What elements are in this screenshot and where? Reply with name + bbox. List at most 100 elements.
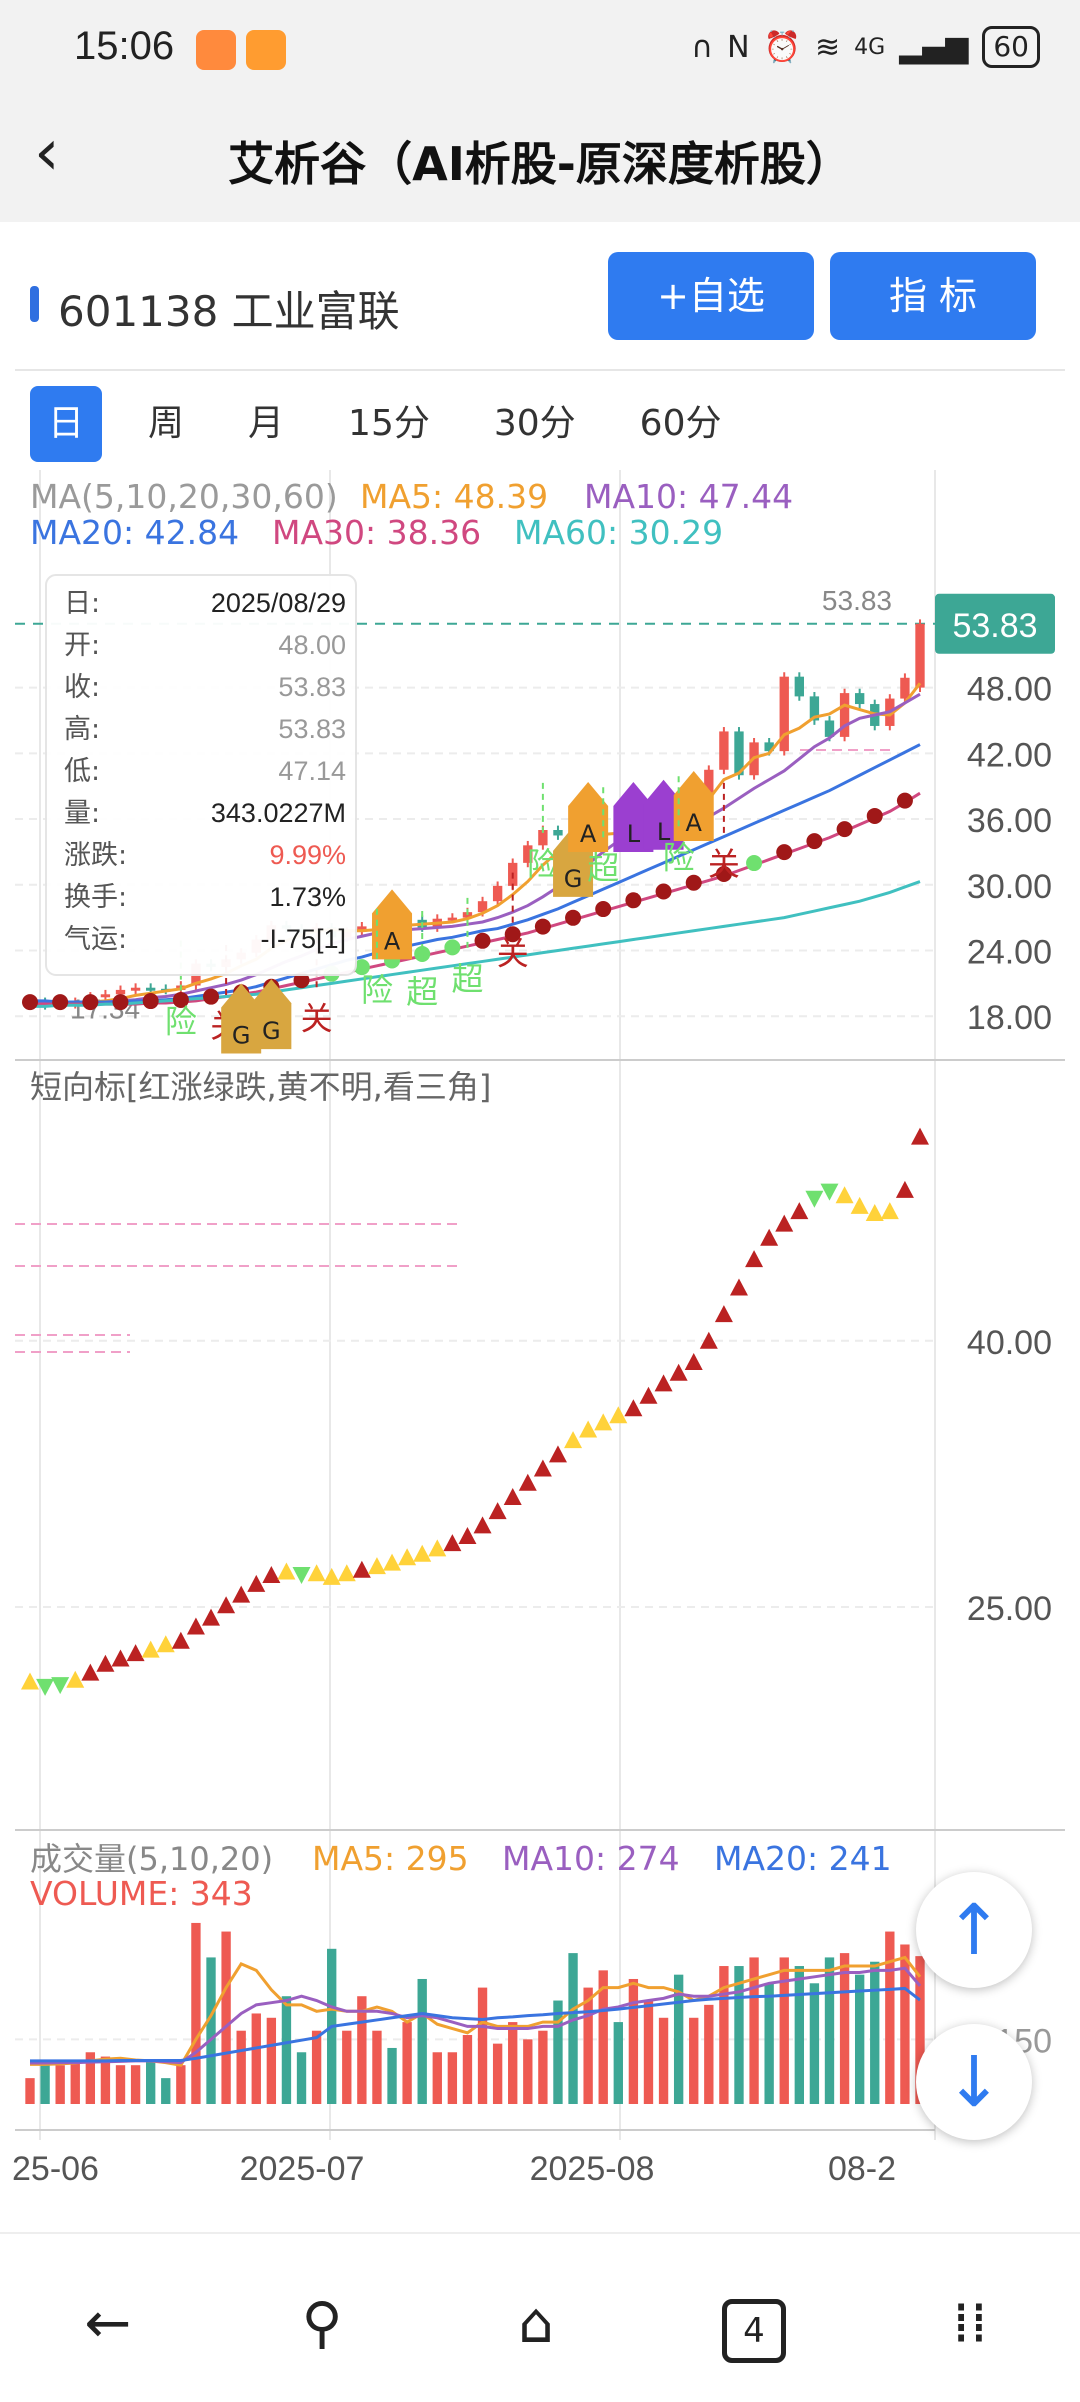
y-tick-label: 18.00 [967,999,1052,1037]
trend-dot [534,918,551,935]
volume-bar [372,2030,382,2104]
trend-dot [444,939,461,956]
volume-bar [900,1944,910,2104]
volume-bar [462,2035,473,2104]
trend-triangle [624,1399,643,1417]
trend-dot [414,945,431,962]
trend-dot [172,991,189,1008]
indicator-button[interactable]: 指 标 [830,252,1036,340]
volume-bar [115,2065,126,2104]
tab-60min[interactable]: 60分 [639,403,722,444]
volume-bar [779,1957,789,2104]
trend-triangle [141,1640,160,1658]
candle-body [146,987,156,991]
trend-triangle [745,1250,764,1268]
tooltip-value: 2025/08/29 [211,588,346,618]
volume-bar [794,1966,804,2104]
volume-bar [40,2060,50,2104]
trend-triangle [911,1127,929,1145]
nav-tabs-icon[interactable]: 4 [714,2284,794,2364]
trend-triangle [820,1183,839,1201]
notification-app2-icon [246,30,286,70]
signal-label: 险 [663,838,695,876]
volume-bar [553,2000,563,2104]
candle-body [477,901,488,913]
tab-month[interactable]: 月 [248,403,285,444]
volume-bar [146,2060,156,2104]
volume-bar [885,1931,895,2104]
signal-label: L [627,820,641,848]
signal-icon: ▂▄▆ [899,29,969,65]
candle-body [115,989,126,995]
tooltip-value: 48.00 [278,630,346,660]
volume-legend-item: MA5: 295 [312,1839,469,1878]
volume-bar [477,1987,488,2104]
volume-bar [508,2022,518,2104]
signal-label: 超 [587,849,619,887]
status-bar: 15:06 ∩ N ⏰ ≋ 4G ▂▄▆ 60 [0,0,1080,92]
volume-title: 成交量(5,10,20) [30,1840,273,1878]
signal-marker [221,983,262,1054]
tooltip-label: 量: [64,798,100,829]
trend-triangle [503,1487,522,1505]
volume-bar [206,1957,216,2104]
add-watchlist-button[interactable]: +自选 [608,252,814,340]
notification-app-icon [196,30,236,70]
nfc-icon: N [727,29,750,65]
ma-legend-item: MA30: 38.36 [272,513,481,552]
stock-code-name: 601138 工业富联 [58,287,400,336]
y-tick-label: 42.00 [967,736,1052,774]
volume-bar [100,2056,111,2104]
trend-triangle [307,1564,326,1582]
trend-dot [474,932,491,949]
signal-label: 险 [165,1003,197,1041]
volume-bar [417,1978,427,2104]
stock-header: 601138 工业富联 +自选 指 标 [0,222,1080,372]
signal-marker [372,889,413,960]
stock-chart[interactable]: 48.00 42.00 36.00 30.00 24.00 18.00 MA(5,10,20… [0,470,1080,2190]
tab-30min[interactable]: 30分 [493,403,576,444]
volume-ma10-line [30,1966,922,2065]
tooltip-value: 343.0227M [211,798,346,828]
trend-dot [504,926,521,943]
trend-triangle [367,1557,386,1575]
volume-ma20-line [30,1986,921,2063]
tooltip-value: -I-75[1] [260,924,346,954]
trend-triangle [292,1567,311,1585]
network-type: 4G [854,34,886,60]
trend-dot [806,833,823,850]
trend-triangle [473,1516,492,1534]
chevron-left-icon[interactable]: ‹ [34,116,60,190]
trend-triangle [36,1678,55,1696]
volume-bar [870,1961,880,2104]
trend-triangle [654,1374,673,1392]
nav-search-icon[interactable]: ⚲ [301,2291,343,2356]
nav-home-icon[interactable]: ⌂ [518,2291,554,2356]
volume-bar [583,1987,593,2104]
nav-more-icon[interactable]: ⁞⁞ [952,2291,988,2356]
ma-legend-item: MA5: 48.39 [360,477,548,516]
y-tick-label: 48.00 [967,671,1052,709]
volume-bar [719,1966,729,2104]
volume-bar [809,1983,820,2104]
trend-dot [203,988,220,1005]
headphones-icon: ∩ [691,29,714,65]
volume-bar [176,2065,186,2104]
nav-back-icon[interactable]: ← [84,2291,132,2356]
tooltip-label: 高: [64,714,100,745]
trend-y-tick: 40.00 [967,1324,1052,1362]
tab-15min[interactable]: 15分 [348,403,430,444]
divider [15,369,1065,371]
tab-day[interactable]: 日 [30,386,103,462]
candle-body [900,677,910,699]
trend-triangle [729,1278,748,1296]
status-time: 15:06 [74,24,175,68]
candle-body [492,885,503,902]
scroll-up-button[interactable]: ↑ [916,1872,1032,1988]
candle-body [538,830,548,846]
scroll-down-button[interactable]: ↓ [916,2024,1032,2140]
candle-body [764,742,774,752]
volume-bar [281,1996,292,2104]
tab-week[interactable]: 周 [148,403,185,444]
tooltip-label: 换手: [64,882,127,913]
